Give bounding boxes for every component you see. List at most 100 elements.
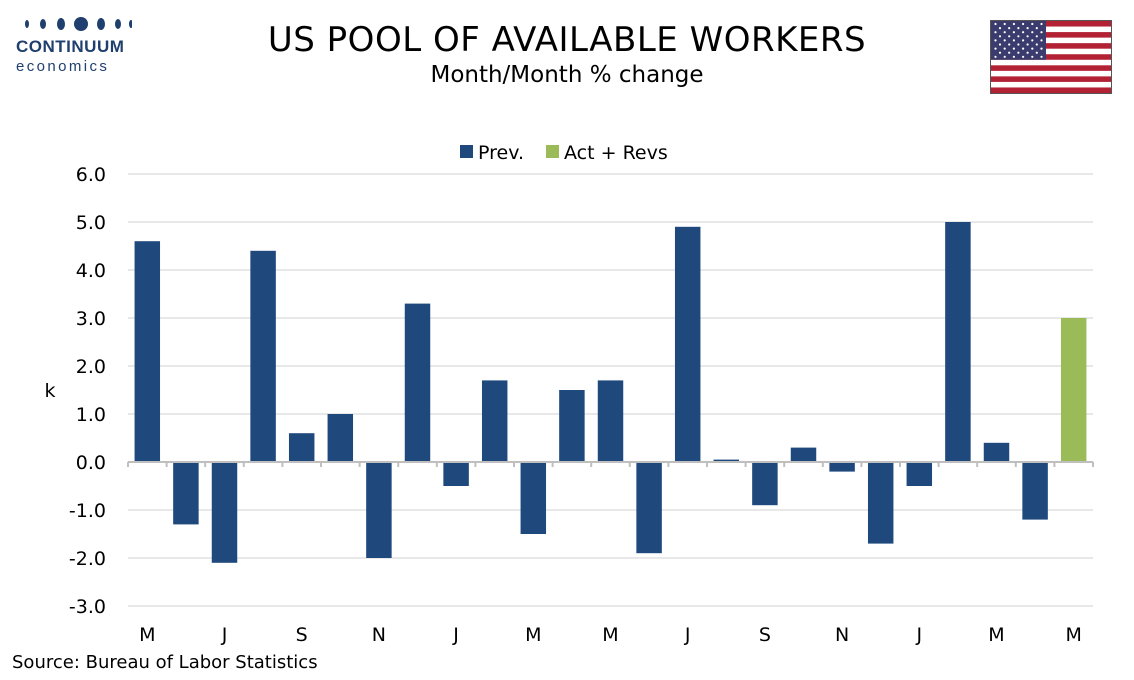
x-tick-label: M: [1065, 624, 1081, 646]
bar: [134, 241, 161, 462]
bar: [983, 442, 1010, 462]
flag-star: [1017, 51, 1020, 54]
bar: [288, 433, 315, 462]
flag-star: [1026, 35, 1029, 38]
flag-star: [1022, 31, 1025, 34]
flag-star: [1012, 39, 1015, 42]
bar: [790, 447, 817, 462]
bar: [674, 226, 701, 462]
flag-star: [1012, 31, 1015, 34]
flag-star: [1003, 22, 1006, 26]
flag-star: [1012, 55, 1015, 58]
chart-title: US POOL OF AVAILABLE WORKERS: [267, 20, 867, 60]
bar: [1022, 462, 1048, 520]
flag-star: [994, 31, 997, 34]
flag-star: [1003, 39, 1006, 42]
logo-name: CONTINUUM: [16, 37, 125, 56]
bar: [327, 414, 354, 462]
flag-star: [1008, 27, 1011, 30]
flag-star: [994, 39, 997, 42]
flag-star: [1003, 31, 1006, 34]
flag-star: [1003, 47, 1006, 50]
flag-star: [1040, 39, 1043, 42]
bar: [1060, 318, 1087, 462]
bar: [829, 462, 855, 472]
continuum-economics-logo: CONTINUUM economics: [14, 12, 134, 82]
flag-star: [1003, 55, 1006, 58]
flag-star: [994, 47, 997, 50]
y-tick-label: 3.0: [76, 308, 106, 330]
x-tick-label: S: [759, 624, 771, 646]
bars: [134, 222, 1087, 563]
flag-star: [998, 51, 1002, 54]
flag-star: [1008, 43, 1011, 46]
flag-star: [1040, 22, 1043, 26]
flag-star: [1031, 47, 1034, 50]
legend: Prev. Act + Revs: [460, 142, 668, 164]
legend-label: Prev.: [478, 142, 524, 164]
flag-star: [994, 22, 997, 26]
bar: [404, 303, 431, 462]
bar: [559, 390, 585, 462]
flag-star: [1031, 39, 1034, 42]
bar: [906, 462, 933, 486]
flag-star: [1026, 51, 1029, 54]
x-tick-label: M: [139, 624, 155, 646]
flag-star: [1035, 35, 1038, 38]
flag-star: [1031, 55, 1034, 58]
flag-star: [1026, 27, 1029, 30]
x-tick-label: J: [221, 624, 228, 646]
bar: [867, 462, 894, 544]
x-tick-label: M: [602, 624, 618, 646]
bar: [250, 250, 276, 462]
bar: [366, 462, 392, 558]
legend-label: Act + Revs: [564, 142, 668, 164]
y-tick-label: 6.0: [76, 164, 106, 186]
legend-swatch: [460, 145, 473, 158]
logo-sub: economics: [16, 58, 110, 75]
flag-star: [1031, 31, 1034, 34]
flag-star: [1035, 43, 1038, 46]
flag-star: [1035, 27, 1038, 30]
bar: [713, 459, 740, 462]
flag-star: [998, 35, 1002, 38]
x-tick-label: N: [835, 624, 849, 646]
bar: [173, 462, 199, 525]
flag-star: [1040, 55, 1043, 58]
y-tick-label: 1.0: [76, 404, 106, 426]
x-tick-label: J: [684, 624, 691, 646]
bar: [945, 222, 971, 462]
source-note: Source: Bureau of Labor Statistics: [12, 652, 318, 673]
x-tick-label: M: [525, 624, 541, 646]
axes: 6.0 5.0 4.0 3.0 2.0 1.0 0.0 -1.0 -2.0 -3.0 k M J S N J M…: [44, 164, 1094, 646]
flag-star: [998, 43, 1002, 46]
flag-star: [1008, 35, 1011, 38]
y-tick-label: 5.0: [76, 212, 106, 234]
x-tick-label: M: [988, 624, 1004, 646]
flag-star: [1026, 43, 1029, 46]
flag-star: [1022, 47, 1025, 50]
bar: [481, 380, 508, 462]
chart-subtitle: Month/Month % change: [430, 62, 704, 88]
flag-star: [1017, 27, 1020, 30]
flag-star: [998, 27, 1002, 30]
bar: [636, 462, 662, 554]
legend-swatch: [546, 145, 560, 158]
x-tick-label: J: [452, 624, 459, 646]
y-tick-label: 0.0: [76, 452, 106, 474]
flag-star: [1017, 35, 1020, 38]
bar: [520, 462, 547, 534]
bar: [211, 462, 238, 563]
flag-star: [1031, 22, 1034, 26]
y-tick-label: -2.0: [69, 548, 106, 570]
flag-star: [1022, 22, 1025, 26]
flag-star: [1035, 51, 1038, 54]
y-tick-label: -1.0: [69, 500, 106, 522]
flag-star: [1012, 22, 1015, 26]
flag-star: [994, 55, 997, 58]
bar: [752, 462, 778, 506]
x-tick-label: J: [915, 624, 922, 646]
x-tick-label: S: [296, 624, 308, 646]
y-tick-label: -3.0: [69, 596, 106, 618]
